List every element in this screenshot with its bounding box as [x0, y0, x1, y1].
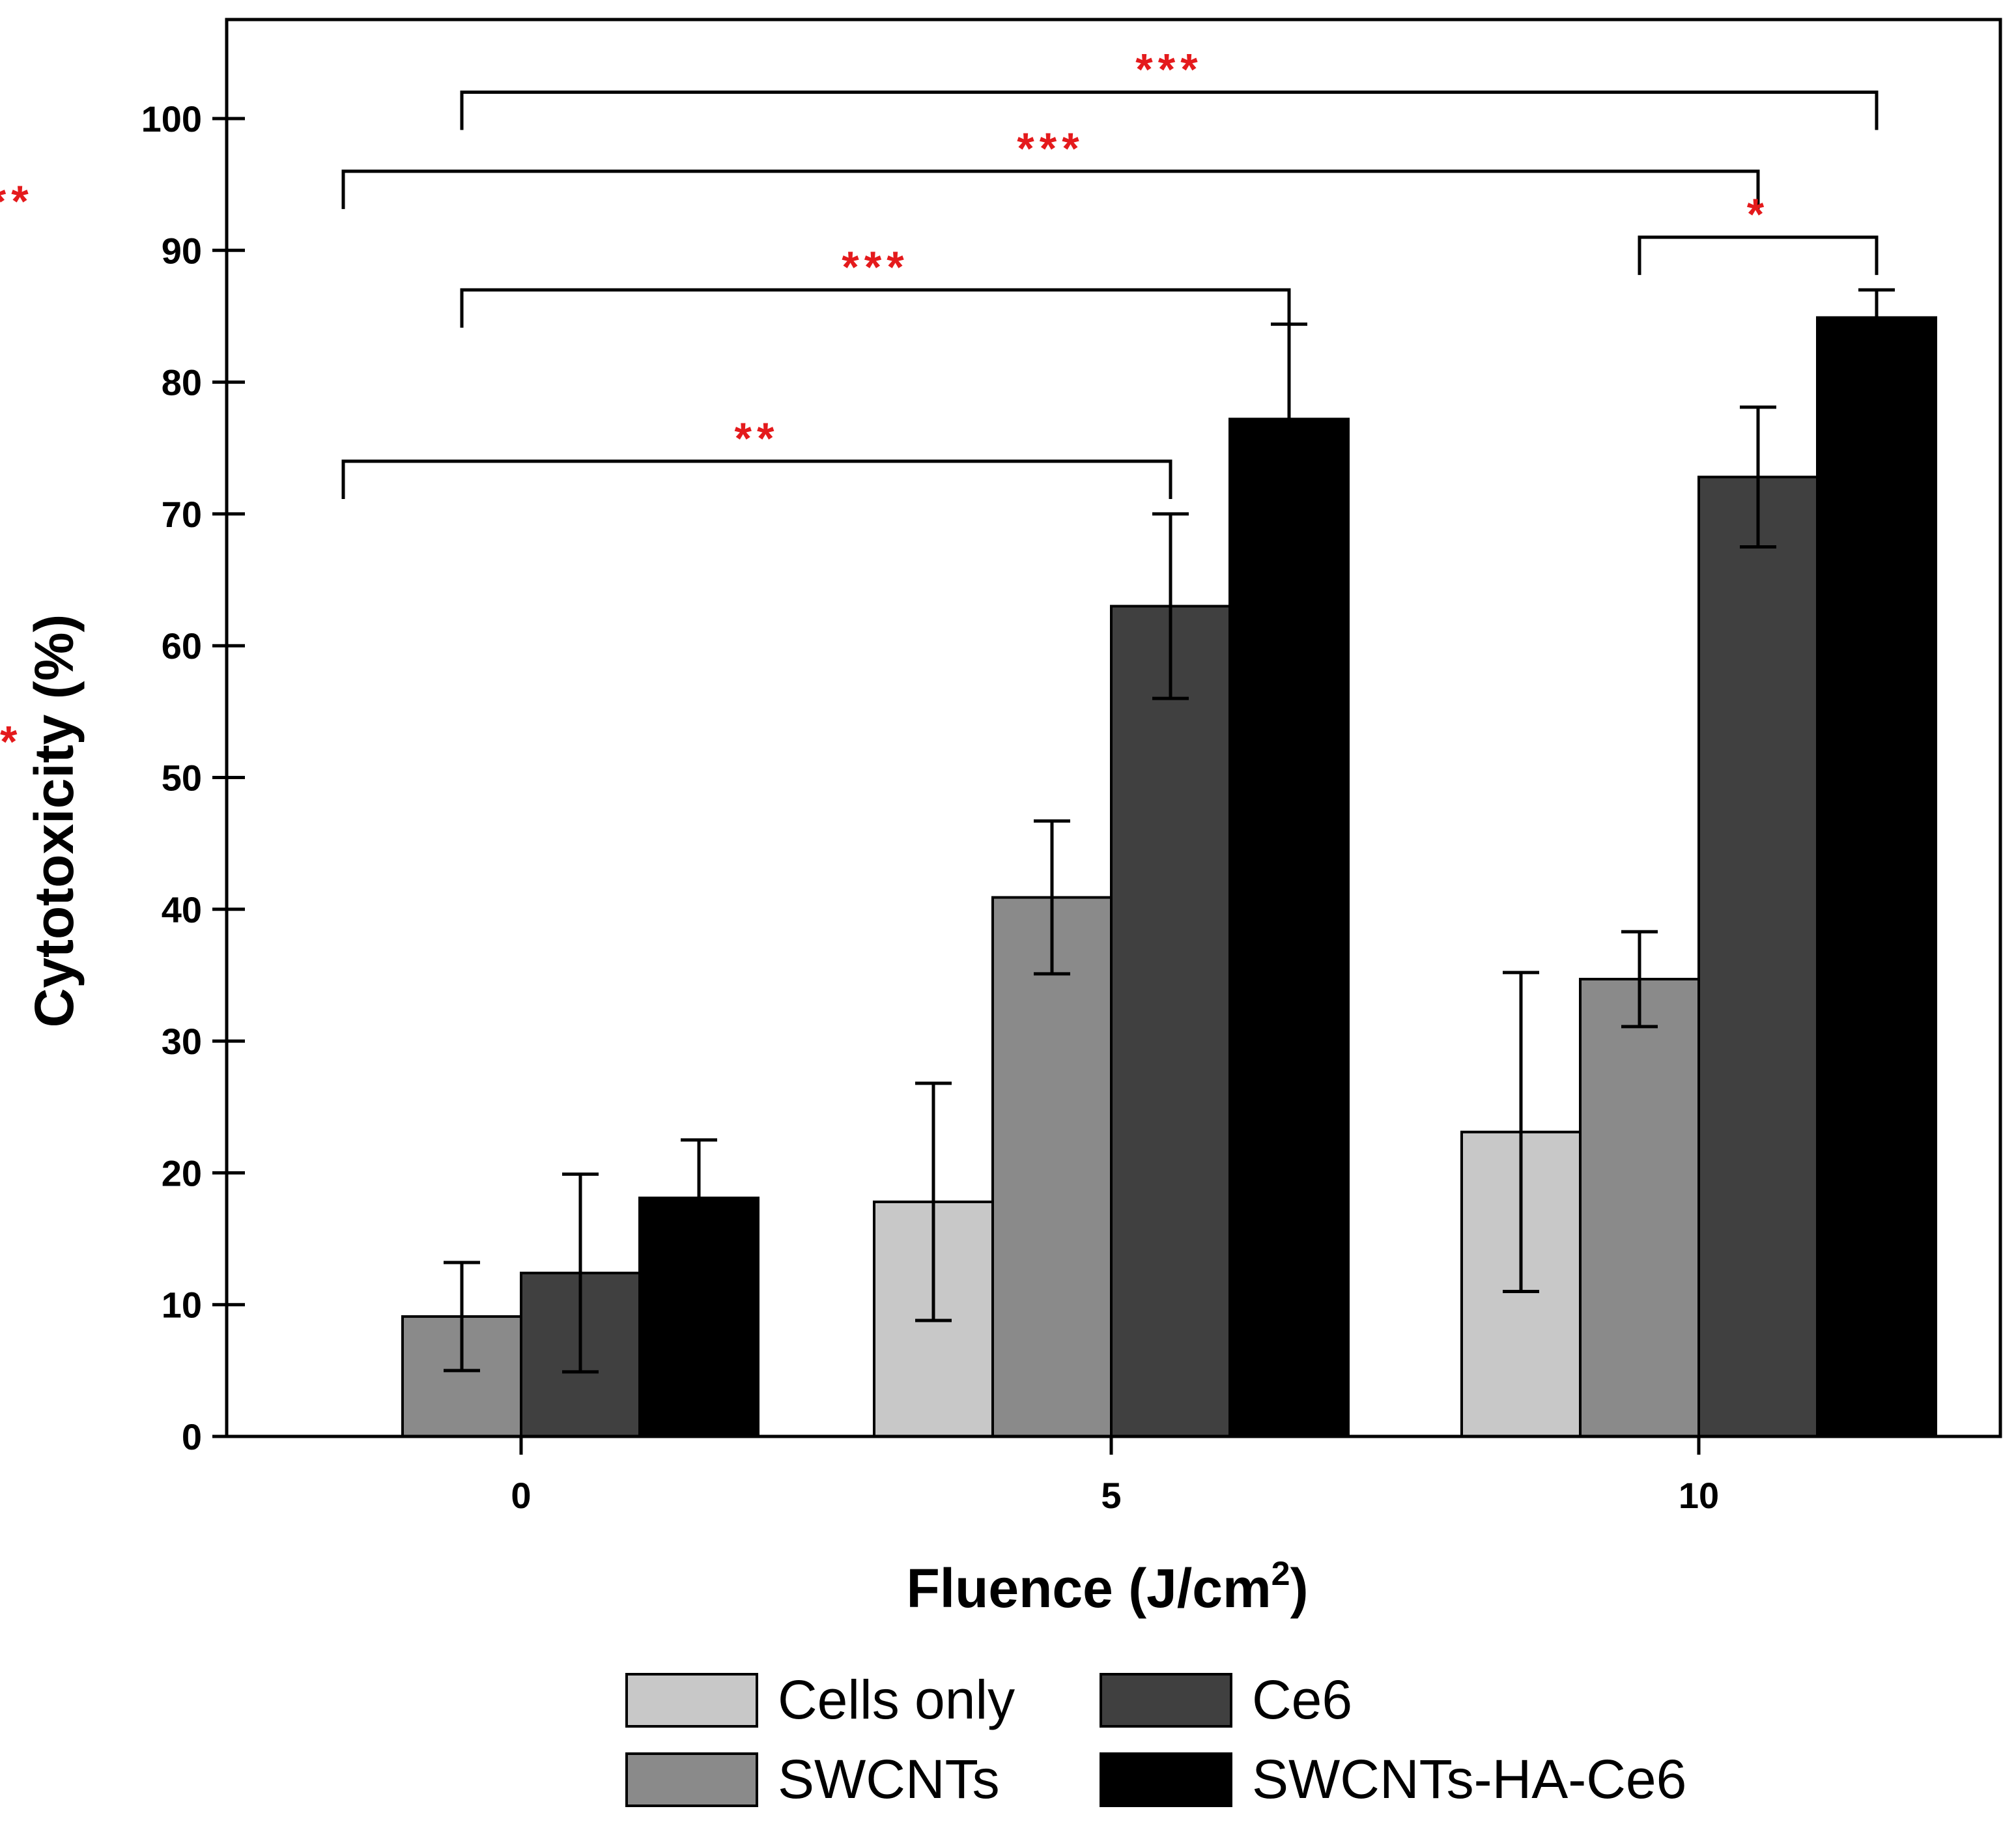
- legend-swatch: [625, 1673, 758, 1728]
- significance-bracket: [1638, 235, 1879, 276]
- bar: [1816, 316, 1937, 1438]
- x-axis-title-suffix: ): [1290, 1558, 1309, 1619]
- legend: Cells only Ce6 SWCNTs SWCNTs-HA-Ce6: [625, 1669, 1686, 1810]
- x-axis-title-main: Fluence (J/cm: [906, 1558, 1271, 1619]
- legend-label: SWCNTs-HA-Ce6: [1252, 1748, 1686, 1810]
- x-tick-label: 5: [1101, 1475, 1121, 1516]
- legend-label: Cells only: [778, 1669, 1015, 1730]
- x-axis-title: Fluence (J/cm2): [906, 1555, 1308, 1619]
- y-tick-label: 100: [141, 98, 202, 139]
- bar: [1697, 476, 1819, 1438]
- bar: [1110, 605, 1231, 1438]
- y-tick-label: 80: [162, 362, 202, 403]
- x-tick-label: 10: [1679, 1475, 1719, 1516]
- legend-label: SWCNTs: [778, 1748, 1000, 1810]
- significance-bracket: [341, 459, 1172, 499]
- x-axis-title-superscript: 2: [1271, 1555, 1290, 1593]
- significance-label: ***: [0, 177, 34, 226]
- significance-bracket: [460, 91, 1879, 130]
- y-tick-label: 10: [162, 1285, 202, 1326]
- y-axis-title: Cytotoxicity (%): [23, 614, 85, 1028]
- legend-label: Ce6: [1252, 1669, 1352, 1730]
- significance-label: ***: [1135, 45, 1202, 94]
- significance-bracket: [460, 288, 1291, 328]
- significance-label: *: [1747, 190, 1769, 239]
- legend-swatch: [1100, 1752, 1232, 1807]
- y-tick-label: 70: [162, 494, 202, 535]
- significance-label: ***: [842, 242, 909, 292]
- y-tick-label: 50: [162, 758, 202, 799]
- bar: [991, 896, 1113, 1438]
- legend-swatch: [625, 1752, 758, 1807]
- y-tick-label: 20: [162, 1152, 202, 1193]
- bar: [1228, 418, 1350, 1438]
- significance-label: ***: [1017, 124, 1084, 173]
- y-tick-label: 0: [182, 1416, 202, 1457]
- y-tick-label: 30: [162, 1021, 202, 1062]
- legend-swatch: [1100, 1673, 1232, 1728]
- x-tick-label: 0: [511, 1475, 531, 1516]
- bar: [1579, 978, 1700, 1438]
- significance-label: **: [0, 717, 22, 766]
- y-tick-label: 90: [162, 230, 202, 271]
- y-tick-label: 40: [162, 889, 202, 930]
- significance-bracket: [341, 169, 1760, 209]
- y-tick-label: 60: [162, 625, 202, 666]
- significance-label: **: [735, 414, 780, 463]
